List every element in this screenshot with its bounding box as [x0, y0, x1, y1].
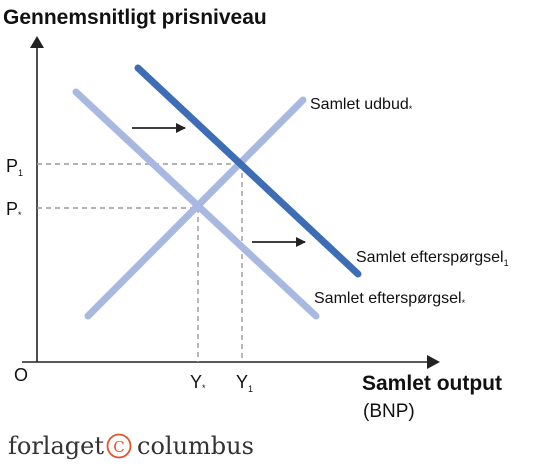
- x-axis-unit: (BNP): [363, 401, 415, 422]
- y-axis-title: Gennemsnitligt prisniveau: [3, 6, 267, 29]
- output-label-y1: Y1: [236, 372, 253, 394]
- supply-curve: [84, 96, 307, 320]
- demand-old-curve-label: Samlet efterspørgsel*: [314, 290, 466, 308]
- brand-right: columbus: [137, 432, 254, 460]
- x-axis-arrowhead: [427, 355, 440, 369]
- demand-new-curve-label: Samlet efterspørgsel1: [356, 249, 509, 268]
- demand-curve-shifted: [134, 64, 362, 278]
- x-axis-title: Samlet output: [362, 372, 502, 395]
- guide-lines: [37, 163, 243, 362]
- brand-left: forlaget: [8, 432, 104, 460]
- supply-curve-label: Samlet udbud*: [310, 96, 413, 114]
- publisher-logo: forlaget C columbus: [8, 432, 254, 460]
- output-label-ystar: Y*: [190, 372, 206, 393]
- origin-label: O: [14, 365, 28, 385]
- y-axis-arrowhead: [30, 36, 44, 48]
- copyright-letter: C: [113, 438, 124, 456]
- copyright-circle-icon: [106, 433, 132, 459]
- price-label-pstar: P*: [6, 199, 22, 220]
- price-label-p1: P1: [6, 156, 23, 178]
